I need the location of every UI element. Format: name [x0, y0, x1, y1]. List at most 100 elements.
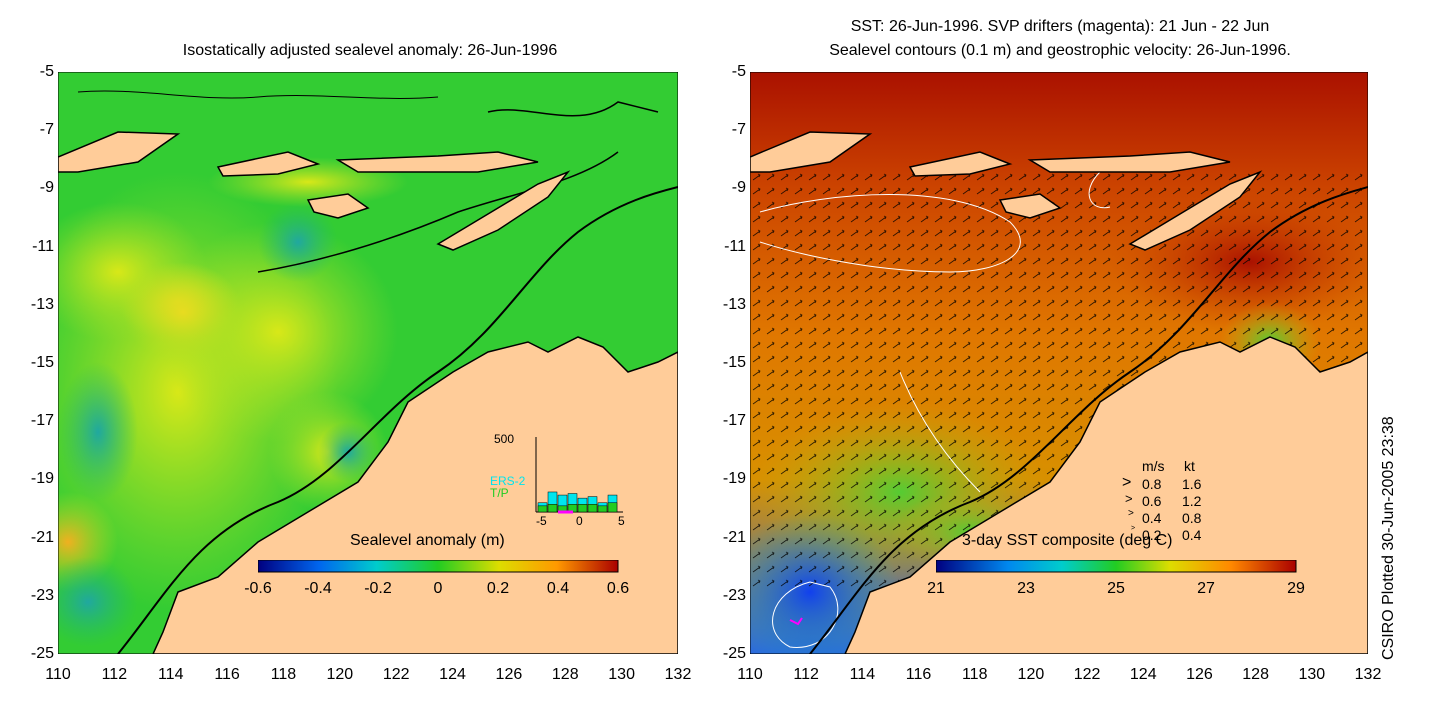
sst-colorbar-tick: 21 — [927, 580, 945, 597]
right_panel-x-tick: 118 — [961, 666, 988, 683]
right_panel-x-tick: 124 — [1129, 666, 1157, 683]
left_panel-y-tick: -21 — [30, 528, 54, 546]
right_panel-x-tick: 126 — [1186, 666, 1213, 683]
sealevel-colorbar-label: Sealevel anomaly (m) — [350, 532, 505, 549]
velocity-legend-kt: 0.8 — [1182, 510, 1202, 526]
sst-colorbar-tick: 25 — [1107, 580, 1125, 597]
left_panel-x-tick: 110 — [45, 666, 71, 683]
left_panel-y-tick: -17 — [30, 412, 54, 430]
left_panel-y-tick: -25 — [30, 645, 54, 662]
velocity-legend-header-ms: m/s — [1142, 458, 1165, 474]
velocity-legend-ms: 0.6 — [1142, 493, 1162, 509]
sst-colorbar-tick: 23 — [1017, 580, 1035, 597]
sumba-island — [306, 193, 370, 219]
left_panel-x-tick: 118 — [270, 666, 297, 683]
right_panel-y-tick: -5 — [731, 63, 746, 80]
right_panel-y-tick: -15 — [722, 354, 746, 371]
left_panel-y-tick: -13 — [30, 295, 54, 313]
sealevel-colorbar — [258, 560, 619, 573]
sealevel-colorbar-tick: 0 — [433, 580, 443, 597]
right_panel-x-tick: 110 — [737, 666, 763, 683]
velocity-legend-kt: 1.6 — [1182, 476, 1202, 492]
sealevel-map-svg — [18, 71, 679, 655]
right_panel-x-tick: 132 — [1354, 666, 1382, 683]
inset-x-tick-mid: 0 — [576, 514, 583, 528]
sst-colorbar-label: 3-day SST composite (deg C) — [962, 532, 1173, 549]
sst-map[interactable]: m/s kt >0.8 1.6 >0.6 1.2 >0.4 0.8 >0.2 0.4 3-da… — [720, 71, 1390, 672]
right_panel-y-tick: -19 — [722, 470, 746, 488]
right_panel-x-tick: 128 — [1242, 666, 1269, 683]
sst-map-svg — [720, 71, 1390, 672]
left-panel-title: Isostatically adjusted sealevel anomaly:… — [182, 42, 558, 59]
inset-ymax-label: 500 — [494, 432, 515, 446]
velocity-legend-arrow-icon: > — [1128, 508, 1134, 519]
tp-bar — [597, 505, 608, 513]
right_panel-y-tick: -7 — [731, 121, 746, 139]
altimeter-inset-histogram — [535, 437, 623, 514]
left_panel-x-tick: 126 — [495, 666, 523, 683]
right_panel-y-tick: -13 — [722, 295, 746, 313]
right_panel-y-tick: -17 — [722, 412, 746, 430]
left_panel-y-tick: -19 — [30, 470, 54, 488]
right_panel-x-tick: 114 — [849, 666, 876, 683]
right_panel-x-tick: 116 — [905, 666, 932, 683]
australia-land-sst — [843, 336, 1369, 655]
right-panel-title-line1: SST: 26-Jun-1996. SVP drifters (magenta)… — [850, 18, 1270, 35]
sst-colorbar — [936, 560, 1297, 573]
australia-land — [151, 336, 679, 655]
right_panel-y-tick: -11 — [724, 237, 746, 255]
velocity-legend-arrow-icon: > — [1125, 491, 1133, 506]
left_panel-y-tick: -23 — [30, 586, 54, 604]
left_panel-y-tick: -9 — [39, 179, 54, 197]
velocity-legend-kt: 1.2 — [1182, 493, 1202, 509]
right_panel-y-tick: -25 — [722, 645, 746, 662]
velocity-legend-ms: 0.8 — [1142, 476, 1162, 492]
sealevel-colorbar-tick: 0.6 — [606, 580, 630, 597]
left_panel-x-tick: 130 — [608, 666, 635, 683]
inset-x-tick-max: 5 — [618, 514, 625, 528]
left_panel-x-tick: 122 — [382, 666, 410, 683]
timor-island — [436, 170, 571, 251]
velocity-legend-kt: 0.4 — [1182, 527, 1202, 543]
drifter-track — [789, 617, 803, 626]
velocity-legend-ms: 0.4 — [1142, 510, 1162, 526]
sst-colorbar-tick: 29 — [1287, 580, 1305, 597]
shelf-contour — [117, 186, 679, 655]
left_panel-x-tick: 116 — [214, 666, 240, 683]
sumbawa-island — [216, 151, 321, 177]
velocity-legend-arrow-icon: > — [1131, 525, 1136, 532]
left_panel-y-tick: -5 — [39, 63, 54, 80]
tp-bar — [577, 504, 588, 513]
left_panel-x-tick: 112 — [101, 666, 128, 683]
left_panel-y-tick: -7 — [39, 121, 54, 139]
inset-x-tick-min: -5 — [536, 514, 547, 528]
velocity-legend-ms: 0.2 — [1142, 527, 1162, 543]
sst-colorbar-tick: 27 — [1197, 580, 1215, 597]
right_panel-x-tick: 130 — [1298, 666, 1326, 683]
tp-bar — [547, 504, 558, 513]
left_panel-x-tick: 124 — [439, 666, 466, 683]
right_panel-y-tick: -9 — [731, 179, 746, 197]
sealevel-anomaly-map[interactable]: Sealevel anomaly (m) -0.6 -0.4 -0.2 0 0.2 0.4… — [18, 71, 679, 655]
left_panel-x-tick: 114 — [157, 666, 184, 683]
tp-bar — [537, 505, 548, 513]
sealevel-colorbar-tick: -0.2 — [364, 580, 392, 597]
sealevel-colorbar-tick: 0.2 — [486, 580, 510, 597]
sealevel-colorbar-tick: -0.6 — [244, 580, 272, 597]
flores-island — [335, 151, 539, 173]
right_panel-x-tick: 112 — [793, 666, 819, 683]
ers2-label: ERS-2 — [490, 474, 526, 488]
left_panel-y-tick: -11 — [32, 237, 54, 255]
tp-label: T/P — [490, 486, 509, 500]
tp-bar — [587, 504, 598, 513]
tp-bar — [607, 502, 618, 513]
velocity-legend-header-kt: kt — [1184, 458, 1195, 474]
right_panel-y-tick: -21 — [722, 528, 746, 546]
left_panel-x-tick: 120 — [326, 666, 354, 683]
plot-credit: CSIRO Plotted 30-Jun-2005 23:38 — [1380, 416, 1397, 660]
left_panel-y-tick: -15 — [30, 354, 54, 371]
velocity-legend-arrow-icon: > — [1122, 474, 1132, 491]
right_panel-y-tick: -23 — [722, 586, 746, 604]
sealevel-colorbar-tick: 0.4 — [546, 580, 570, 597]
right-panel-title-line2: Sealevel contours (0.1 m) and geostrophi… — [829, 42, 1291, 59]
